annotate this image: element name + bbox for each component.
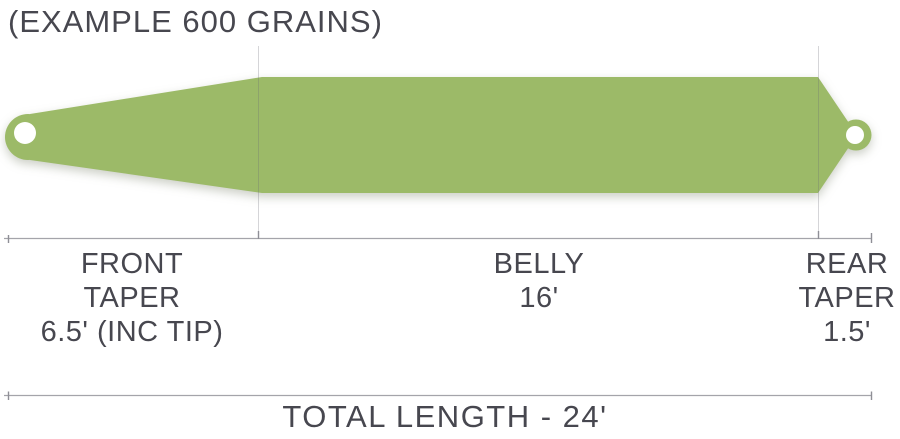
fly-line-profile [5, 77, 872, 193]
front-taper-label-line2: TAPER [83, 282, 181, 314]
total-length-label: TOTAL LENGTH - 24' [282, 399, 608, 434]
front-taper-label-line1: FRONT [80, 248, 184, 280]
rear-taper-label-line1: REAR [805, 248, 889, 280]
front-taper-measurement: 6.5' (INC TIP) [40, 316, 224, 348]
belly-measurement: 16' [519, 282, 559, 314]
belly-label-line1: BELLY [493, 248, 585, 280]
front-taper-label: FRONT TAPER 6.5' (INC TIP) [0, 247, 264, 349]
rear-taper-label: REAR TAPER 1.5' [747, 247, 900, 349]
line-body-shape [30, 77, 857, 193]
belly-label: BELLY 16' [439, 247, 639, 315]
rear-loop-hole [846, 126, 864, 144]
rear-taper-label-line2: TAPER [798, 282, 896, 314]
diagram-title: (EXAMPLE 600 GRAINS) [8, 4, 383, 39]
rear-taper-measurement: 1.5' [823, 316, 871, 348]
front-loop-hole [14, 122, 36, 144]
